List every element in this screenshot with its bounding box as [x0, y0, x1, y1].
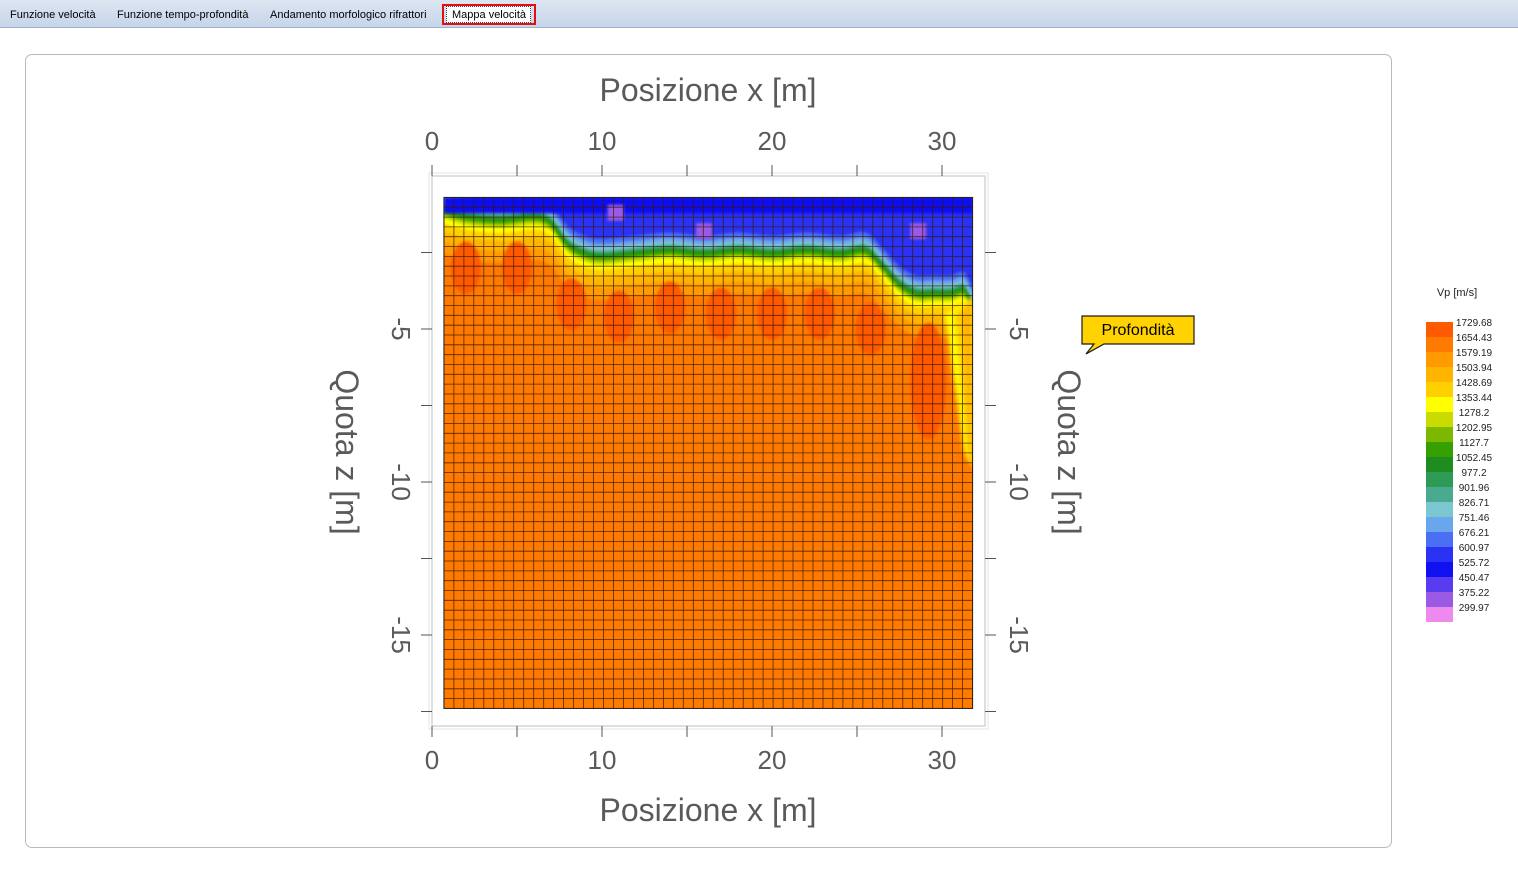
- high-velocity-lens: [910, 323, 947, 440]
- velocity-band: [459, 197, 973, 288]
- legend-value: 676.21: [1459, 528, 1490, 539]
- heatmap-border: [443, 196, 974, 709]
- legend-value: 1202.95: [1456, 423, 1493, 434]
- y-axis-title-left: Quota z [m]: [329, 369, 365, 534]
- high-velocity-lens: [804, 287, 835, 340]
- velocity-edge-gradient: [962, 298, 973, 467]
- legend-value: 1353.44: [1456, 393, 1493, 404]
- y-tick-label-right: -10: [1004, 463, 1034, 501]
- velocity-heatmap: [443, 197, 973, 709]
- legend-value: 751.46: [1459, 513, 1490, 524]
- y-tick-label-right: -15: [1004, 616, 1034, 654]
- legend-value: 1729.68: [1456, 318, 1493, 329]
- legend-value: 600.97: [1459, 543, 1490, 554]
- tab-mappa-velocita[interactable]: Mappa velocità: [446, 6, 531, 23]
- x-tick-label-bottom: 30: [928, 745, 957, 775]
- legend-value: 525.72: [1459, 558, 1490, 569]
- legend-swatch: [1426, 412, 1453, 427]
- legend-value: 375.22: [1459, 588, 1490, 599]
- legend-swatch: [1426, 562, 1453, 577]
- x-tick-label-top: 10: [588, 126, 617, 156]
- high-velocity-lens: [855, 303, 886, 355]
- high-velocity-lens: [604, 290, 634, 343]
- legend-swatch: [1426, 397, 1453, 412]
- legend-swatch: [1426, 532, 1453, 547]
- callout-bubble: [1081, 315, 1195, 355]
- tab-funzione-tempo-profondita[interactable]: Funzione tempo-profondità: [117, 9, 249, 21]
- legend-value: 299.97: [1459, 603, 1490, 614]
- legend-swatch: [1426, 337, 1453, 352]
- legend-value: 1052.45: [1456, 453, 1493, 464]
- tab-andamento-morfologico-rifrattori[interactable]: Andamento morfologico rifrattori: [270, 9, 427, 21]
- profondita-callout[interactable]: Profondità: [1081, 315, 1195, 355]
- legend-swatch: [1426, 322, 1453, 337]
- legend-value: 901.96: [1459, 483, 1490, 494]
- legend-swatch: [1426, 487, 1453, 502]
- legend-value: 1278.2: [1459, 408, 1490, 419]
- y-axis-title-right: Quota z [m]: [1051, 369, 1087, 534]
- x-tick-label-bottom: 20: [758, 745, 787, 775]
- legend-value: 1503.94: [1456, 363, 1493, 374]
- x-tick-label-bottom: 10: [588, 745, 617, 775]
- legend-title: Vp [m/s]: [1437, 287, 1477, 299]
- legend-swatch: [1426, 577, 1453, 592]
- cell-grid: [443, 196, 974, 709]
- high-velocity-lens: [655, 281, 685, 334]
- color-legend: 1729.68 1654.43 1579.19 1503.94 1428.69 1353.…: [1426, 318, 1493, 622]
- x-axis-title-top: Posizione x [m]: [600, 72, 817, 108]
- y-tick-label-left: -10: [386, 463, 416, 501]
- legend-swatch: [1426, 367, 1453, 382]
- legend-value: 1127.7: [1459, 438, 1489, 449]
- y-tick-label-left: -5: [386, 317, 416, 340]
- legend-swatch: [1426, 472, 1453, 487]
- legend-value: 450.47: [1459, 573, 1490, 584]
- x-axis-title-bottom: Posizione x [m]: [600, 792, 817, 828]
- legend-value: 1579.19: [1456, 348, 1493, 359]
- legend-swatch: [1426, 382, 1453, 397]
- legend-swatch: [1426, 427, 1453, 442]
- legend-value: 977.2: [1461, 468, 1486, 479]
- legend-value: 1654.43: [1456, 333, 1493, 344]
- legend-swatch: [1426, 502, 1453, 517]
- x-tick-label-top: 0: [425, 126, 439, 156]
- legend-swatch: [1426, 457, 1453, 472]
- x-tick-label-top: 30: [928, 126, 957, 156]
- legend-value: 826.71: [1459, 498, 1490, 509]
- y-tick-label-right: -5: [1004, 317, 1034, 340]
- legend-swatch: [1426, 547, 1453, 562]
- legend-value: 1428.69: [1456, 378, 1493, 389]
- velocity-band: [443, 197, 973, 214]
- tab-funzione-velocita[interactable]: Funzione velocità: [10, 9, 96, 21]
- high-velocity-lens: [556, 278, 587, 331]
- callout-label: Profondità: [1102, 322, 1175, 339]
- plot-frame-shadow: [428, 172, 989, 730]
- y-tick-label-left: -15: [386, 616, 416, 654]
- high-velocity-lens: [502, 241, 532, 294]
- axes: 0 0 10 10 20 20 30 30 -5 -5 -10 -10 -15 -15: [386, 126, 1034, 775]
- legend-swatch: [1426, 352, 1453, 367]
- legend-swatch: [1426, 592, 1453, 607]
- legend-swatch: [1426, 517, 1453, 532]
- x-tick-label-bottom: 0: [425, 745, 439, 775]
- legend-swatch: [1426, 607, 1453, 622]
- x-tick-label-top: 20: [758, 126, 787, 156]
- legend-swatch: [1426, 442, 1453, 457]
- high-velocity-lens: [757, 287, 787, 340]
